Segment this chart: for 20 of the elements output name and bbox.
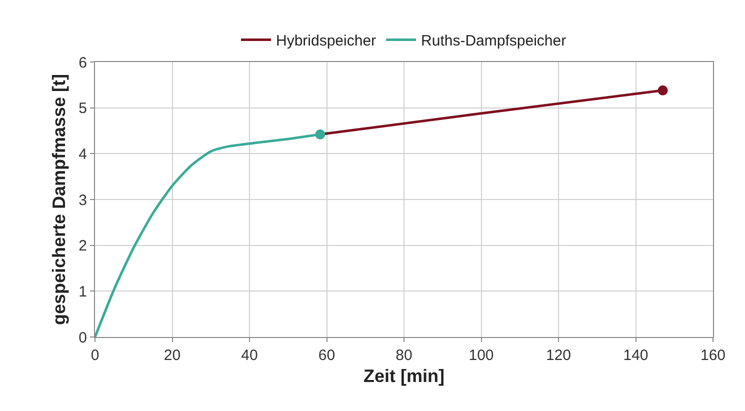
legend-label: Ruths-Dampfspeicher [421,32,566,50]
x-axis-title: Zeit [min] [364,366,444,386]
y-tick-label: 3 [78,192,87,209]
y-tick-label: 4 [78,146,87,163]
y-tick-label: 2 [78,238,87,255]
y-tick-label: 6 [78,54,87,72]
x-tick-label: 60 [318,347,336,364]
x-tick-label: 40 [241,347,258,364]
x-tick-label: 120 [546,347,572,364]
x-tick-label: 140 [623,347,648,364]
x-tick-label: 100 [468,347,494,364]
x-tick-label: 20 [164,347,181,364]
y-tick-label: 5 [78,100,87,118]
legend-label: Hybridspeicher [276,32,376,50]
y-tick-label: 1 [78,283,87,300]
y-tick-label: 0 [78,329,87,346]
x-tick-label: 0 [90,347,100,364]
y-axis-title: gespeicherte Dampfmasse [t] [48,74,69,326]
x-tick-label: 80 [396,347,412,364]
x-tick-label: 160 [700,347,726,364]
